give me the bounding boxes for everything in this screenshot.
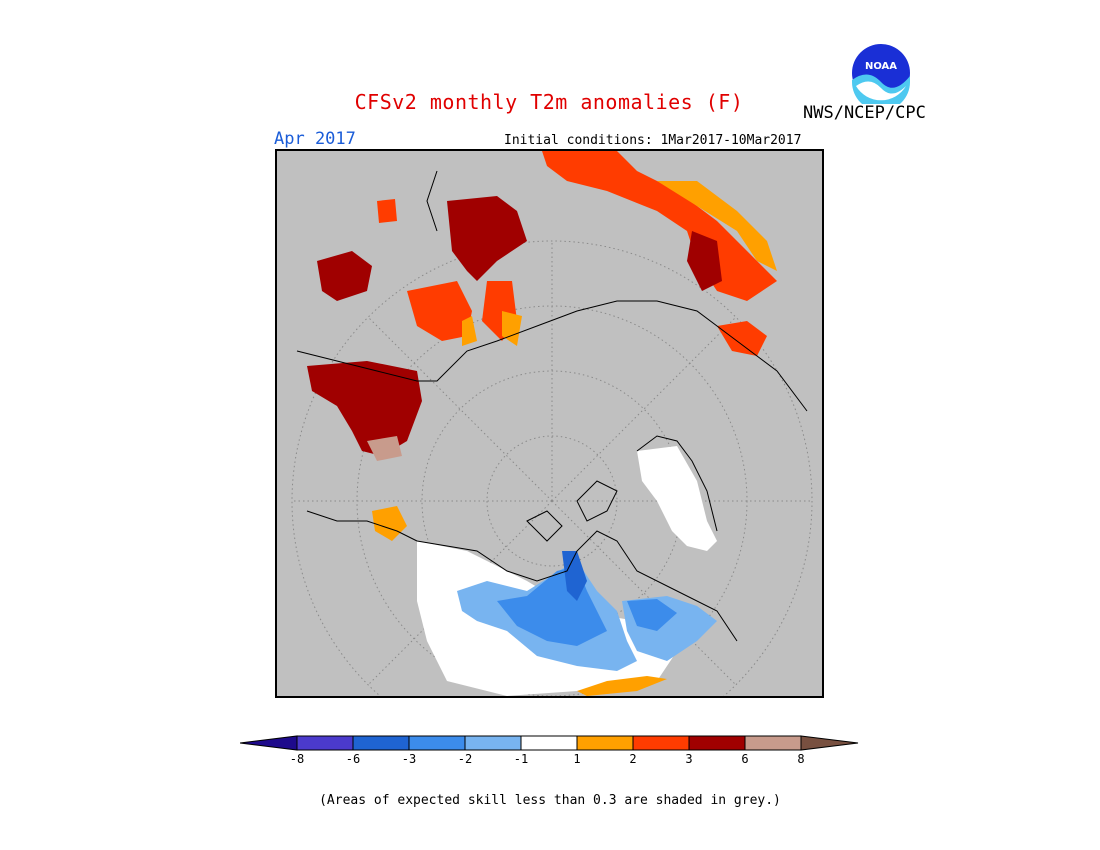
coastlines [296, 170, 808, 642]
colorbar-box [576, 735, 634, 751]
colorbar-label: 3 [685, 752, 692, 766]
colorbar-low-triangle [240, 735, 298, 751]
eurasia-anomalies [307, 151, 777, 541]
colorbar-box [408, 735, 466, 751]
colorbar-box [688, 735, 746, 751]
colorbar-box [632, 735, 690, 751]
colorbar-label: 2 [629, 752, 636, 766]
north-america-anomalies [417, 541, 717, 696]
colorbar-label: -3 [402, 752, 416, 766]
colorbar-box [744, 735, 802, 751]
colorbar-box [464, 735, 522, 751]
skill-footnote: (Areas of expected skill less than 0.3 a… [319, 793, 781, 808]
colorbar-label: -8 [290, 752, 304, 766]
colorbar-high-triangle [800, 735, 859, 751]
colorbar-box [352, 735, 410, 751]
color-scale-bar: -8 -6 -3 -2 -1 1 2 3 6 8 [240, 735, 859, 766]
colorbar-label: -6 [346, 752, 360, 766]
map-title: CFSv2 monthly T2m anomalies (F) [354, 90, 744, 114]
greenland-anomaly [637, 446, 717, 551]
meridians [292, 241, 812, 686]
initial-conditions: Initial conditions: 1Mar2017-10Mar2017 [504, 133, 802, 148]
colorbar-label: 1 [573, 752, 580, 766]
colorbar-label: -2 [458, 752, 472, 766]
colorbar-box [520, 735, 578, 751]
logo-text: NOAA [865, 61, 897, 72]
colorbar-label: 6 [741, 752, 748, 766]
colorbar-label: 8 [797, 752, 804, 766]
noaa-logo-icon: NOAA [851, 43, 911, 104]
colorbar-label: -1 [514, 752, 528, 766]
agency-label: NWS/NCEP/CPC [803, 103, 926, 123]
colorbar-box [296, 735, 354, 751]
anomaly-map [275, 149, 824, 698]
forecast-month: Apr 2017 [274, 129, 356, 149]
